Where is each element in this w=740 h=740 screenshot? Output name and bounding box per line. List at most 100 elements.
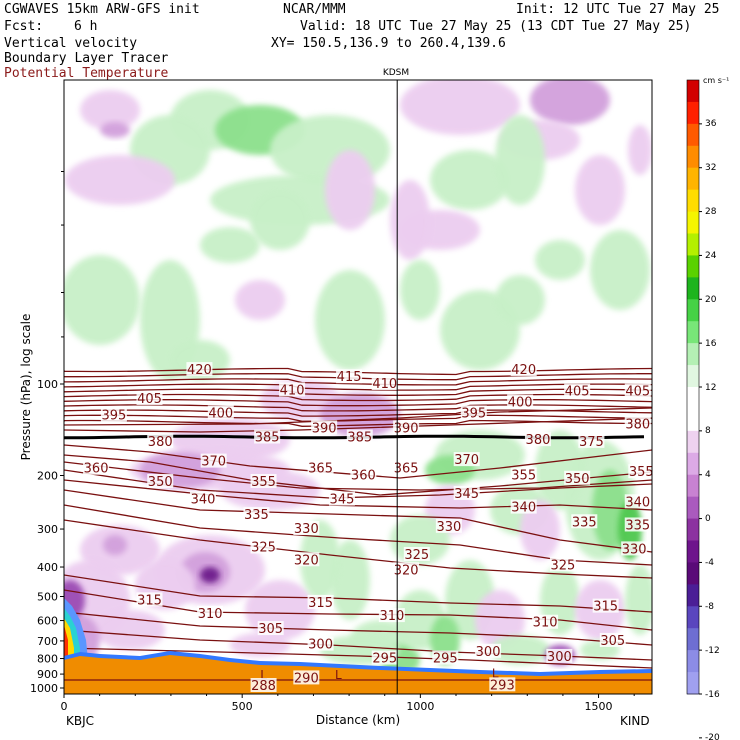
- theta-label-bg: [136, 592, 163, 607]
- y-axis-label: Pressure (hPa), log scale: [19, 314, 33, 461]
- header-init: Init: 12 UTC Tue 27 May 25: [516, 2, 720, 17]
- colorbar-swatch: [687, 101, 699, 125]
- w-blob: [103, 535, 127, 555]
- theta-label: 355: [629, 465, 654, 480]
- theta-label: 320: [394, 563, 419, 578]
- theta-label-bg: [254, 429, 281, 444]
- w-blob: [100, 122, 130, 138]
- y-tick-label: 400: [37, 561, 58, 574]
- theta-label: 395: [461, 406, 486, 421]
- colorbar-swatch: [687, 452, 699, 476]
- w-blob: [230, 633, 290, 657]
- theta-label: 335: [572, 515, 597, 530]
- colorbar-tick-label: 0: [705, 514, 711, 524]
- theta-label: 335: [244, 508, 269, 523]
- y-tick-label: 1000: [30, 682, 58, 695]
- right-station-label: KIND: [620, 714, 650, 728]
- theta-label: 385: [255, 431, 280, 446]
- theta-label-bg: [243, 507, 270, 522]
- colorbar-swatch: [687, 672, 699, 695]
- theta-label-bg: [307, 636, 334, 651]
- theta-label: 300: [308, 638, 333, 653]
- theta-label-bg: [350, 467, 377, 482]
- theta-label-bg: [197, 605, 224, 620]
- theta-label: 345: [330, 493, 355, 508]
- theta-label: 295: [372, 652, 397, 667]
- theta-label-bg: [578, 433, 605, 448]
- theta-label-bg: [147, 433, 174, 448]
- theta-contour: [64, 629, 652, 661]
- theta-label-bg: [549, 557, 576, 572]
- station-marker-label: KDSM: [383, 68, 409, 78]
- y-tick-label: 600: [37, 615, 58, 628]
- theta-label: 305: [600, 634, 625, 649]
- theta-label-bg: [510, 467, 537, 482]
- w-blob: [520, 500, 560, 560]
- theta-label-bg: [293, 521, 320, 536]
- w-blob: [575, 155, 625, 225]
- theta-label: 350: [148, 475, 173, 490]
- theta-label-bg: [378, 608, 405, 623]
- theta-label-bg: [207, 405, 234, 420]
- y-tick-label: 700: [37, 635, 58, 648]
- theta-label: 415: [337, 370, 362, 385]
- colorbar-swatch: [687, 496, 699, 520]
- theta-label-bg: [136, 390, 163, 405]
- colorbar-swatch: [687, 167, 699, 191]
- theta-label: 325: [404, 548, 429, 563]
- header-org: NCAR/MMM: [283, 2, 346, 17]
- header-field-1: Vertical velocity: [4, 36, 138, 51]
- theta-contour: [64, 519, 652, 579]
- w-blob: [495, 275, 545, 325]
- theta-contour: [64, 454, 652, 496]
- theta-label-bg: [507, 394, 534, 409]
- colorbar-tick-label: 28: [705, 207, 717, 217]
- theta-label-bg: [393, 420, 420, 435]
- theta-label-bg: [393, 460, 420, 475]
- theta-label-bg: [250, 473, 277, 488]
- theta-label-bg: [200, 453, 227, 468]
- low-marker: L: [492, 667, 499, 681]
- colorbar-tick-label: 8: [705, 426, 711, 436]
- w-blob: [495, 115, 545, 205]
- header-fcst-label: Fcst:: [4, 19, 44, 34]
- w-blob: [628, 125, 652, 175]
- x-tick-label: 0: [61, 700, 68, 713]
- theta-label: 370: [454, 453, 479, 468]
- y-tick-label: 900: [37, 668, 58, 681]
- theta-label: 395: [101, 409, 126, 424]
- theta-label-bg: [371, 376, 398, 390]
- colorbar-swatch: [687, 430, 699, 454]
- header-xy: XY= 150.5,136.9 to 260.4,139.6: [271, 36, 506, 51]
- theta-label: 390: [312, 421, 337, 436]
- colorbar-swatch: [687, 255, 699, 278]
- theta-label-bg: [621, 541, 648, 556]
- colorbar-swatch: [687, 233, 699, 256]
- theta-label: 325: [550, 558, 575, 573]
- theta-label-bg: [475, 643, 502, 658]
- theta-label-bg: [147, 473, 174, 488]
- theta-label: 310: [533, 616, 558, 631]
- theta-label: 410: [372, 377, 397, 392]
- theta-label-bg: [460, 405, 487, 420]
- theta-label: 400: [508, 395, 533, 410]
- theta-label-bg: [250, 539, 277, 554]
- colorbar-tick-label: -20: [705, 733, 720, 740]
- y-tick-label: 200: [37, 470, 58, 483]
- theta-label-bg: [336, 369, 363, 384]
- theta-label-bg: [510, 362, 537, 377]
- theta-label-bg: [279, 382, 306, 397]
- theta-label-bg: [307, 594, 334, 609]
- w-blob: [490, 635, 550, 665]
- y-tick-label: 800: [37, 653, 58, 666]
- colorbar-tick-label: 36: [705, 119, 717, 129]
- theta-label: 325: [251, 540, 276, 555]
- w-blob: [535, 430, 585, 510]
- w-blob: [235, 280, 285, 320]
- theta-contour: [64, 647, 652, 669]
- x-axis-label: Distance (km): [316, 713, 400, 727]
- theta-label-bg: [257, 621, 284, 636]
- colorbar-tick-label: 24: [705, 251, 717, 261]
- theta-label: 340: [511, 501, 536, 516]
- theta-label: 315: [137, 593, 162, 608]
